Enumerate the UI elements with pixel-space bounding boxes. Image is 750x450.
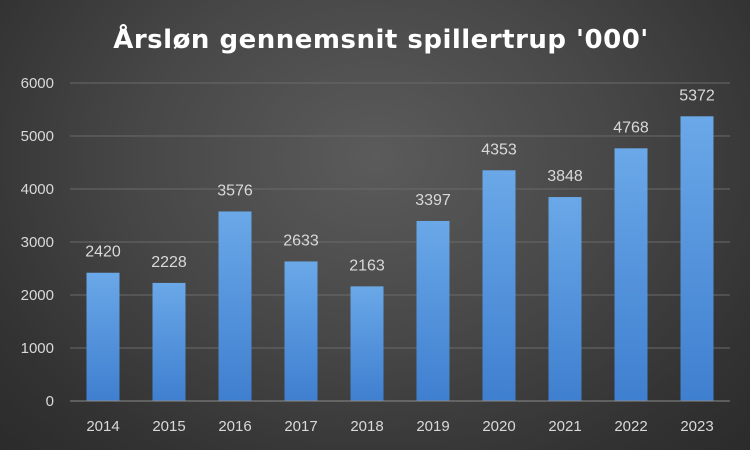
data-label-2023: 5372 <box>679 87 715 104</box>
y-tick-label: 6000 <box>21 75 54 92</box>
bar-2017 <box>284 261 318 401</box>
data-label-2015: 2228 <box>151 254 187 271</box>
x-tick-label-2014: 2014 <box>86 418 119 435</box>
x-tick-label-2018: 2018 <box>350 418 383 435</box>
y-tick-label: 0 <box>46 393 54 410</box>
bar-2015 <box>152 282 186 401</box>
y-tick-label: 3000 <box>21 234 54 251</box>
data-label-2016: 3576 <box>217 182 253 199</box>
bar-2023 <box>680 116 714 401</box>
bar-2016 <box>218 211 252 401</box>
x-tick-label-2023: 2023 <box>680 418 713 435</box>
bar-2018 <box>350 286 384 401</box>
data-label-2014: 2420 <box>85 244 121 261</box>
x-tick-label-2015: 2015 <box>152 418 185 435</box>
bar-2021 <box>548 197 582 401</box>
x-tick-label-2017: 2017 <box>284 418 317 435</box>
data-label-2019: 3397 <box>415 192 451 209</box>
data-label-2020: 4353 <box>481 141 517 158</box>
chart-title: Årsløn gennemsnit spillertrup '000' <box>113 23 649 55</box>
x-axis-ticks: 2014 2015 2016 2017 2018 2019 2020 2021 2022 2023 <box>86 418 713 435</box>
bar-2020 <box>482 170 516 401</box>
bar-2014 <box>86 272 120 401</box>
y-tick-label: 2000 <box>21 287 54 304</box>
x-tick-label-2019: 2019 <box>416 418 449 435</box>
data-labels: 2420 2228 3576 2633 2163 3397 4353 3848 4768 5372 <box>85 87 715 274</box>
data-label-2021: 3848 <box>547 168 583 185</box>
y-tick-label: 4000 <box>21 181 54 198</box>
y-axis-ticks: 0 1000 2000 3000 4000 5000 6000 <box>21 75 54 410</box>
data-label-2018: 2163 <box>349 257 385 274</box>
bar-2022 <box>614 148 648 401</box>
bars <box>86 116 714 401</box>
bar-2019 <box>416 220 450 401</box>
data-label-2022: 4768 <box>613 119 649 136</box>
x-tick-label-2021: 2021 <box>548 418 581 435</box>
y-tick-label: 5000 <box>21 128 54 145</box>
y-tick-label: 1000 <box>21 340 54 357</box>
data-label-2017: 2633 <box>283 232 319 249</box>
x-tick-label-2022: 2022 <box>614 418 647 435</box>
x-tick-label-2016: 2016 <box>218 418 251 435</box>
x-tick-label-2020: 2020 <box>482 418 515 435</box>
